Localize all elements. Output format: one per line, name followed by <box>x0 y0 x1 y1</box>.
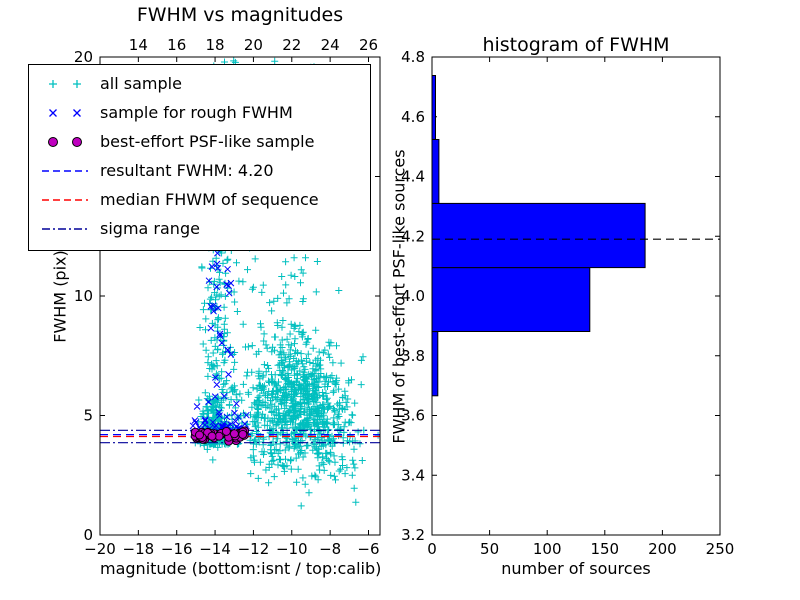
legend-marker-glyph <box>42 169 88 172</box>
legend-label: all sample <box>100 74 182 93</box>
legend-item: best-effort PSF-like sample <box>29 127 370 156</box>
tick-label: 14 <box>129 36 148 54</box>
tick-label: 16 <box>167 36 186 54</box>
histogram-bar <box>431 75 436 140</box>
scatter-area <box>100 57 380 510</box>
tick-label: 22 <box>282 36 301 54</box>
right-plot-ylabel: FWHM of best-effort PSF-like sources <box>389 149 409 444</box>
legend-marker-glyph <box>42 227 88 230</box>
tick-label: 26 <box>359 36 378 54</box>
tick-label: 4.8 <box>401 48 425 66</box>
tick-label: −20 <box>84 540 116 558</box>
legend-marker-glyph <box>42 198 88 201</box>
dashed-line-icon <box>39 161 91 181</box>
histogram-bar <box>431 331 439 397</box>
tick-label: 3.4 <box>401 466 425 484</box>
tick-label: 5 <box>83 407 93 425</box>
right-plot: 0 50 100 150 200 250 3.2 3.4 3.6 3.8 4.0 4.2 4.4 4.6 4… <box>401 48 734 558</box>
legend-label: median FHWM of sequence <box>100 190 319 209</box>
psf-point <box>195 430 204 440</box>
tick-label: −16 <box>161 540 193 558</box>
dashed-line-icon <box>39 190 91 210</box>
left-plot-xlabel: magnitude (bottom:isnt / top:calib) <box>100 559 382 578</box>
legend-label: resultant FWHM: 4.20 <box>100 161 274 180</box>
tick-label: −18 <box>123 540 155 558</box>
legend-label: best-effort PSF-like sample <box>100 132 315 151</box>
tick-label: 24 <box>321 36 340 54</box>
histogram-bar <box>431 139 440 204</box>
tick-label: 4.6 <box>401 108 425 126</box>
psf-point <box>221 426 231 436</box>
psf-point <box>229 429 239 439</box>
legend-item: sigma range <box>29 214 370 243</box>
psf-point <box>207 431 217 441</box>
legend-label: sample for rough FWHM <box>100 103 293 122</box>
left-plot-ylabel: FWHM (pix) <box>50 250 70 343</box>
circle-marker-icon <box>39 132 91 152</box>
tick-label: 10 <box>74 287 93 305</box>
tick-label: −14 <box>199 540 231 558</box>
legend-marker-glyph <box>49 79 81 88</box>
tick-label: −6 <box>357 540 379 558</box>
x-marker-icon <box>39 103 91 123</box>
tick-label: 18 <box>206 36 225 54</box>
tick-label: 200 <box>648 540 677 558</box>
legend: all sample sample for rough FWHM best-ef… <box>28 64 371 251</box>
legend-marker-glyph <box>48 136 82 147</box>
histogram-bar <box>431 202 646 269</box>
tick-label: 0 <box>83 526 93 544</box>
tick-label: 4.2 <box>401 227 425 245</box>
tick-label: 250 <box>706 540 735 558</box>
dashdot-line-icon <box>39 219 91 239</box>
right-plot-xlabel: number of sources <box>501 559 651 578</box>
legend-item: sample for rough FWHM <box>29 98 370 127</box>
scatter-psf-sample <box>190 426 250 446</box>
left-plot: −20 −18 −16 −14 −12 −10 −8 −6 14 16 18 20 22 24 26 0 5 10… <box>74 36 381 558</box>
tick-label: 100 <box>533 540 562 558</box>
tick-label: 50 <box>480 540 499 558</box>
tick-label: −8 <box>319 540 341 558</box>
legend-item: median FHWM of sequence <box>29 185 370 214</box>
tick-label: 3.6 <box>401 407 425 425</box>
tick-label: 4.4 <box>401 168 425 186</box>
legend-marker-glyph <box>49 108 81 117</box>
tick-label: −10 <box>276 540 308 558</box>
plus-marker-icon <box>39 74 91 94</box>
legend-label: sigma range <box>100 219 200 238</box>
left-plot-title: FWHM vs magnitudes <box>136 4 344 26</box>
tick-label: 3.2 <box>401 526 425 544</box>
tick-label: −12 <box>238 540 270 558</box>
legend-item: all sample <box>29 69 370 98</box>
tick-label: 150 <box>590 540 619 558</box>
tick-label: 20 <box>244 36 263 54</box>
tick-label: 0 <box>427 540 437 558</box>
left-axes-frame <box>99 56 381 536</box>
tick-label: 3.8 <box>401 347 425 365</box>
legend-item: resultant FWHM: 4.20 <box>29 156 370 185</box>
tick-label: 20 <box>74 48 93 66</box>
histogram-bars <box>431 75 646 397</box>
right-axes-frame <box>431 56 721 536</box>
histogram-bar <box>431 267 591 333</box>
tick-label: 4.0 <box>401 287 425 305</box>
right-plot-title: histogram of FWHM <box>482 34 670 56</box>
psf-point <box>238 429 248 439</box>
